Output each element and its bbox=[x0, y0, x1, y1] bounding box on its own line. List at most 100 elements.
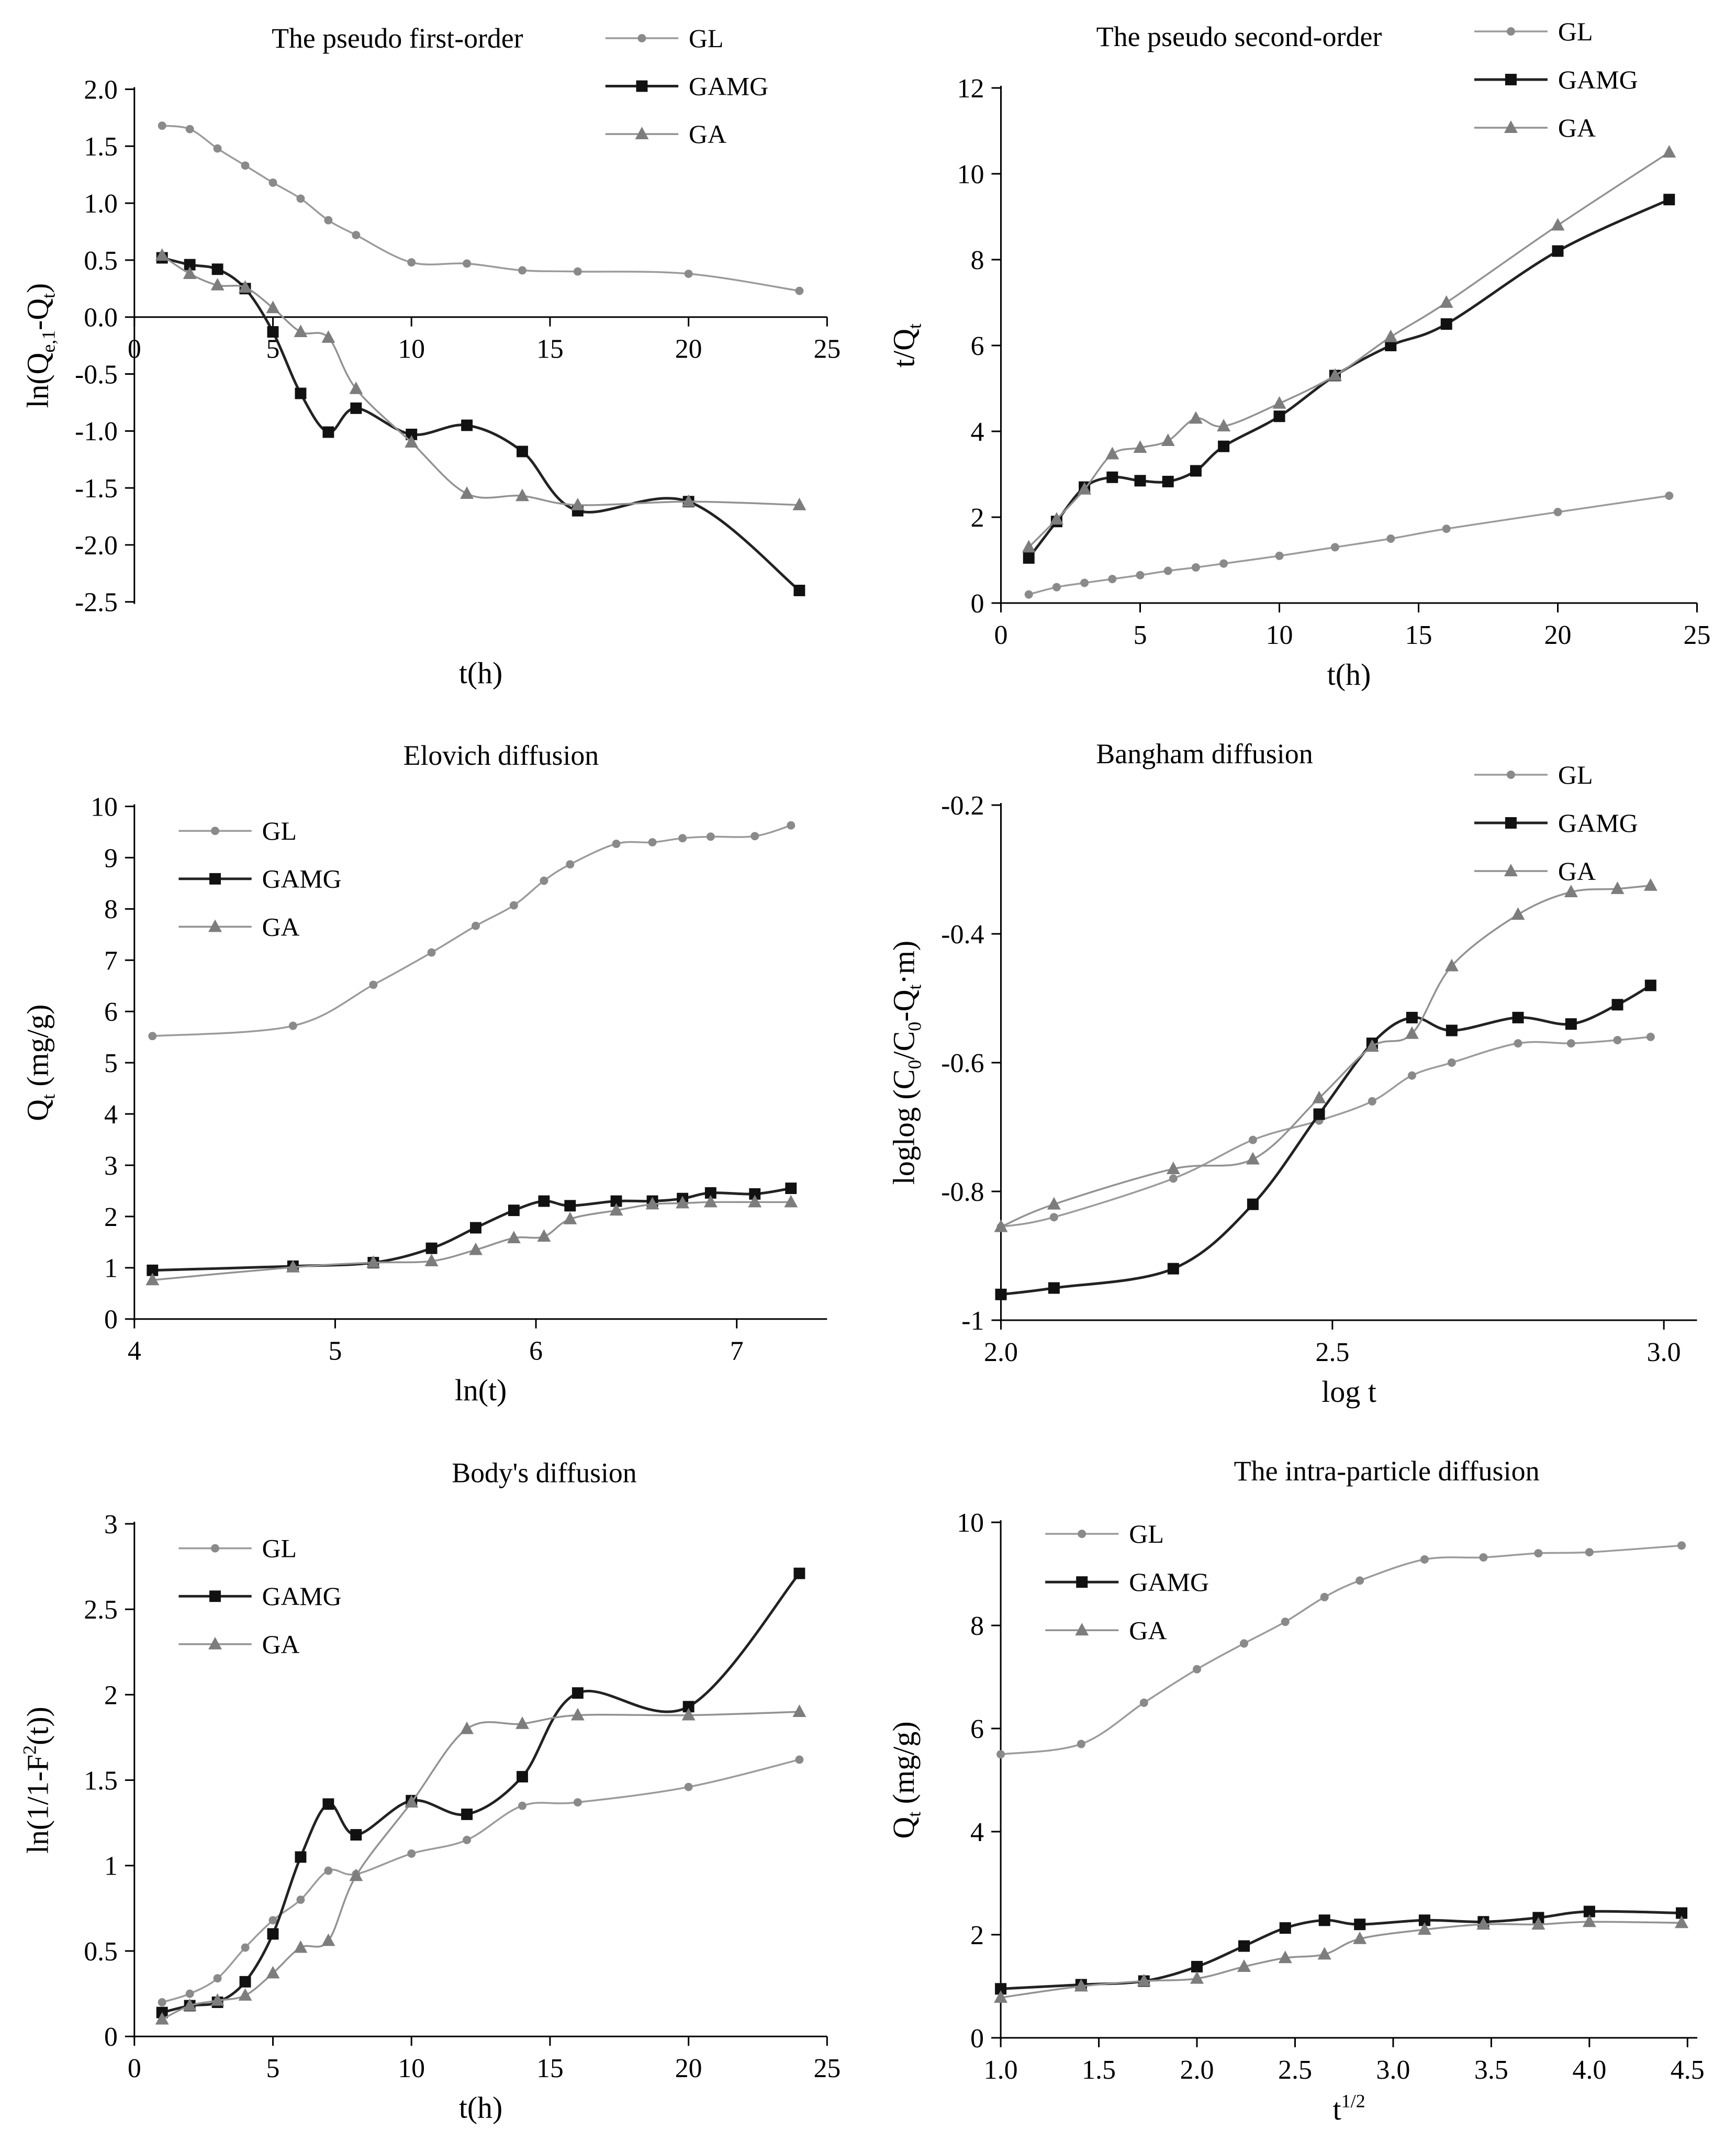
chart-title: Elovich diffusion bbox=[404, 740, 599, 771]
legend-label-GA: GA bbox=[262, 912, 300, 941]
x-axis-label: t(h) bbox=[459, 657, 502, 690]
x-tick-label: 20 bbox=[675, 334, 702, 364]
y-axis-label: ln(1/1-F2(t)) bbox=[19, 1707, 54, 1854]
y-tick-label: 0 bbox=[104, 1305, 118, 1335]
series-GL-line bbox=[1001, 1036, 1651, 1228]
bodys-diffusion-chart: 0 5 10 15 20 25 0 0.5 1 1.5 2 2.5 3 Body's diffusion t… bbox=[19, 1457, 841, 2124]
series-GL-line bbox=[162, 1758, 800, 2003]
panel-pseudo-second-order: 0 5 10 15 20 25 0 2 4 6 8 10 12 The pseudo second-ord… bbox=[864, 0, 1736, 717]
series-GAMG-line bbox=[1027, 198, 1670, 559]
y-tick-label: 6 bbox=[971, 331, 984, 361]
y-tick-label: 3 bbox=[104, 1151, 118, 1181]
panel-elovich-diffusion: 4 5 6 7 0 1 2 3 4 5 6 7 8 9 10 Elovich diffusion ln(t) Qt… bbox=[0, 717, 864, 1434]
y-tick-label: 2 bbox=[970, 1921, 984, 1950]
y-tick-label: 0.0 bbox=[84, 303, 118, 333]
x-tick-label: 20 bbox=[1544, 620, 1572, 650]
y-tick-label: 7 bbox=[104, 946, 118, 976]
series-GAMG-line bbox=[162, 1573, 801, 2014]
series-GL-line bbox=[162, 125, 800, 292]
panel-pseudo-first-order: 0 5 10 15 20 25 2.0 1.5 1.0 0.5 0.0 -0.5 -1.0 -1.5 -2.… bbox=[0, 0, 864, 717]
x-tick-label: 0 bbox=[128, 334, 141, 364]
series-GAMG-line bbox=[1001, 984, 1652, 1296]
legend-label-GL: GL bbox=[1558, 17, 1593, 46]
series-GL-markers bbox=[1024, 492, 1674, 599]
y-tick-label: 1.5 bbox=[84, 132, 118, 162]
y-tick-label: 1 bbox=[104, 1254, 118, 1284]
y-tick-label: 5 bbox=[104, 1049, 118, 1078]
axes bbox=[133, 87, 827, 604]
series-GA-line bbox=[161, 254, 800, 506]
y-tick-label: -2.5 bbox=[75, 588, 118, 618]
x-tick-label: 5 bbox=[266, 2054, 280, 2083]
series-GL-markers bbox=[996, 1032, 1655, 1231]
x-tick-label: 7 bbox=[730, 1336, 744, 1366]
x-tick-label: 6 bbox=[529, 1336, 543, 1366]
x-tick-label: 10 bbox=[398, 2054, 425, 2083]
y-tick-label: 1.0 bbox=[84, 189, 118, 219]
x-tick-label: 15 bbox=[536, 334, 564, 364]
y-tick-label: 0.5 bbox=[84, 246, 118, 276]
y-tick-label: 2 bbox=[104, 1680, 118, 1710]
legend: GL GAMG GA bbox=[178, 1534, 342, 1659]
intra-particle-diffusion-chart: 1.0 1.5 2.0 2.5 3.0 3.5 4.0 4.5 0 2 4 6 8 10 The intra… bbox=[887, 1455, 1705, 2126]
y-tick-label: 6 bbox=[970, 1714, 984, 1744]
y-tick-label: 4 bbox=[970, 1818, 984, 1847]
bangham-diffusion-chart: 2.0 2.5 3.0 -0.2 -0.4 -0.6 -0.8 -1 Bangham diffu… bbox=[887, 738, 1697, 1409]
legend-label-GAMG: GAMG bbox=[262, 865, 342, 894]
y-tick-label: -1.5 bbox=[75, 474, 118, 504]
y-tick-label: 0 bbox=[970, 2024, 984, 2054]
x-tick-label: 1.5 bbox=[1082, 2055, 1116, 2085]
y-tick-label: 1.5 bbox=[84, 1766, 118, 1796]
y-tick-label: 9 bbox=[104, 843, 118, 873]
y-tick-label: -0.2 bbox=[941, 791, 984, 821]
legend-label-GA: GA bbox=[262, 1630, 300, 1659]
y-tick-label: 4 bbox=[971, 417, 984, 447]
series-GA-markers bbox=[155, 1704, 807, 2025]
elovich-diffusion-chart: 4 5 6 7 0 1 2 3 4 5 6 7 8 9 10 Elovich diffusion ln(t) Qt… bbox=[22, 740, 827, 1407]
legend-label-GL: GL bbox=[689, 24, 723, 53]
pseudo-first-order-chart: 0 5 10 15 20 252.01.51.00.50.0-0.5-1.0-1.5-2.… bbox=[22, 23, 841, 690]
series-GAMG-markers bbox=[156, 252, 805, 596]
y-tick-label: 12 bbox=[957, 74, 984, 104]
series-GA-line bbox=[1028, 151, 1670, 548]
x-tick-label: 3.0 bbox=[1647, 1337, 1681, 1367]
axes bbox=[133, 804, 827, 1321]
series-GA-markers bbox=[155, 248, 807, 510]
chart-title: The intra-particle diffusion bbox=[1234, 1455, 1540, 1487]
pseudo-second-order-chart: 0 5 10 15 20 25 0 2 4 6 8 10 12 The pseudo second-ord… bbox=[887, 17, 1711, 692]
series-GAMG-markers bbox=[995, 1905, 1688, 1995]
series-GL-markers bbox=[158, 121, 804, 295]
y-tick-label: 2 bbox=[971, 503, 984, 533]
y-axis-ticks: -0.2 -0.4 -0.6 -0.8 -1 bbox=[941, 791, 1001, 1336]
y-tick-label: 3 bbox=[104, 1510, 118, 1540]
y-tick-label: -0.5 bbox=[75, 360, 118, 389]
x-tick-label: 10 bbox=[1266, 620, 1293, 650]
legend: GL GAMG GA bbox=[1045, 1519, 1209, 1645]
legend-label-GA: GA bbox=[1558, 113, 1596, 142]
y-tick-label: -1 bbox=[961, 1306, 984, 1336]
chart-title: The pseudo second-order bbox=[1096, 21, 1382, 52]
series-GA-markers bbox=[994, 1914, 1689, 2003]
series-GA-line bbox=[1000, 1921, 1682, 1999]
x-tick-label: 4.5 bbox=[1671, 2055, 1705, 2085]
series-GA-line bbox=[1000, 885, 1651, 1228]
series-GAMG-line bbox=[162, 257, 800, 592]
series-GL-markers bbox=[996, 1541, 1686, 1759]
chart-title: Bangham diffusion bbox=[1096, 738, 1313, 770]
x-tick-label: 0 bbox=[994, 620, 1008, 650]
x-axis-label: t(h) bbox=[1327, 657, 1371, 692]
x-axis-ticks: 0 5 10 15 20 25 bbox=[128, 317, 841, 364]
series-GL-markers bbox=[148, 821, 796, 1041]
x-axis-label: t1/2 bbox=[1332, 2091, 1365, 2126]
series-GA-markers bbox=[994, 878, 1657, 1232]
y-tick-label: 4 bbox=[104, 1100, 118, 1130]
x-tick-label: 25 bbox=[1684, 620, 1711, 650]
chart-title: Body's diffusion bbox=[452, 1457, 637, 1488]
x-tick-label: 2.5 bbox=[1315, 1337, 1349, 1367]
y-tick-label: 6 bbox=[104, 997, 118, 1027]
x-tick-label: 0 bbox=[128, 2054, 141, 2083]
y-axis-label: Qt (mg/g) bbox=[22, 1005, 59, 1121]
y-tick-label: 0.5 bbox=[84, 1937, 118, 1967]
legend-label-GL: GL bbox=[1558, 760, 1593, 789]
